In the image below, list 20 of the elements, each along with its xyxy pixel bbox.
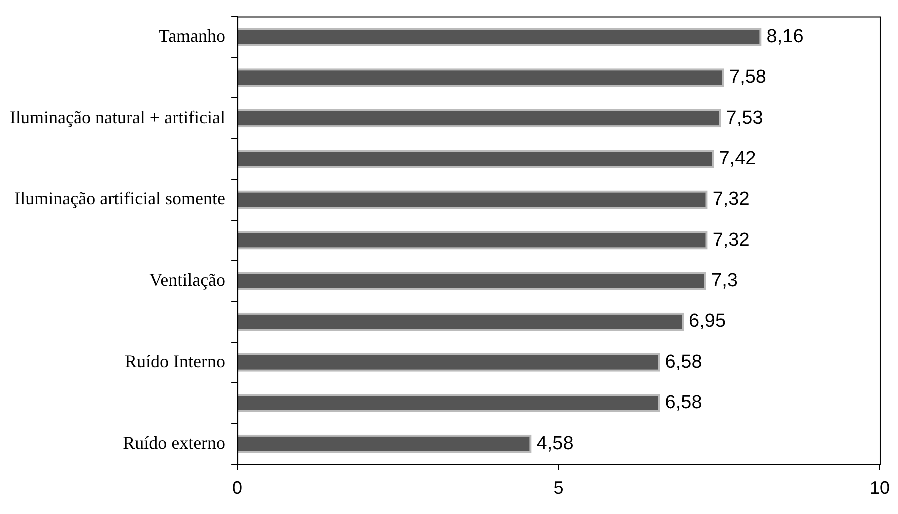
y-tick-label: Ruído Interno: [125, 351, 226, 372]
y-tick-label: Ruído externo: [123, 432, 226, 453]
data-label: 6,58: [665, 392, 702, 414]
y-tick-label: Ventilação: [150, 270, 226, 290]
data-label: 4,58: [536, 433, 574, 454]
data-label: 7,32: [712, 230, 750, 251]
data-label: 8,16: [766, 26, 804, 48]
x-tick-label: 5: [554, 478, 564, 498]
data-label: 7,3: [712, 270, 738, 292]
y-tick-label: Iluminação artificial somente: [14, 188, 226, 209]
x-tick-label: 10: [870, 478, 890, 498]
data-label: 6,58: [665, 352, 702, 373]
y-tick-label: Iluminação natural + artificial: [10, 107, 226, 128]
data-label: 6,95: [689, 311, 726, 332]
x-tick-label: 0: [232, 478, 243, 498]
data-label: 7,58: [730, 67, 767, 88]
y-tick-label: Tamanho: [158, 26, 226, 46]
data-label: 7,32: [712, 189, 750, 210]
data-label: 7,53: [726, 108, 764, 129]
data-label: 7,42: [719, 148, 756, 170]
